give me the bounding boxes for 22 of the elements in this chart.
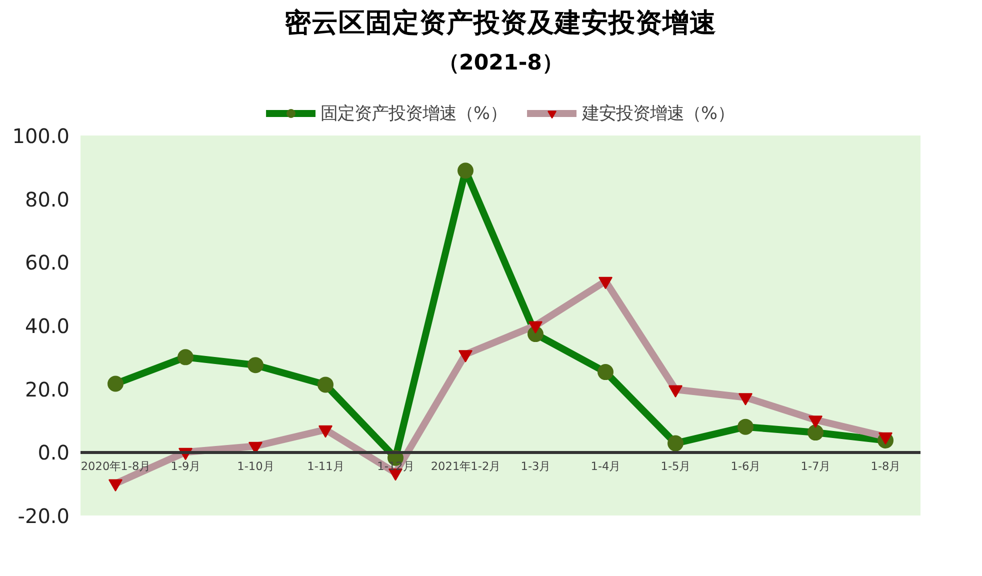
x-tick-label: 1-6月 [730,459,760,474]
y-tick-label: 100.0 [12,124,70,148]
legend-label: 建安投资增速（%） [582,103,734,125]
x-tick-label: 2020年1-8月 [80,459,150,474]
y-tick-label: 0.0 [38,440,70,465]
chart-title: 密云区固定资产投资及建安投资增速 [284,8,716,38]
x-tick-label: 1-11月 [307,459,344,474]
y-tick-label: 80.0 [24,187,70,212]
x-tick-label: 2021年1-2月 [430,459,500,474]
legend-label: 固定资产投资增速（%） [320,103,507,125]
chart-subtitle: （2021-8） [438,50,564,76]
x-tick-label: 1-4月 [590,459,620,474]
y-tick-label: 60.0 [24,250,70,275]
x-tick-label: 1-8月 [870,459,900,474]
x-tick-label: 1-10月 [237,459,274,474]
x-tick-label: 1-3月 [520,459,550,474]
x-tick-label: 1-7月 [800,459,830,474]
x-tick-label: 1-5月 [660,459,690,474]
y-tick-label: 20.0 [24,377,70,402]
x-tick-label: 1-9月 [170,459,200,474]
y-tick-label: 40.0 [24,314,70,338]
y-tick-label: -20.0 [18,504,70,528]
